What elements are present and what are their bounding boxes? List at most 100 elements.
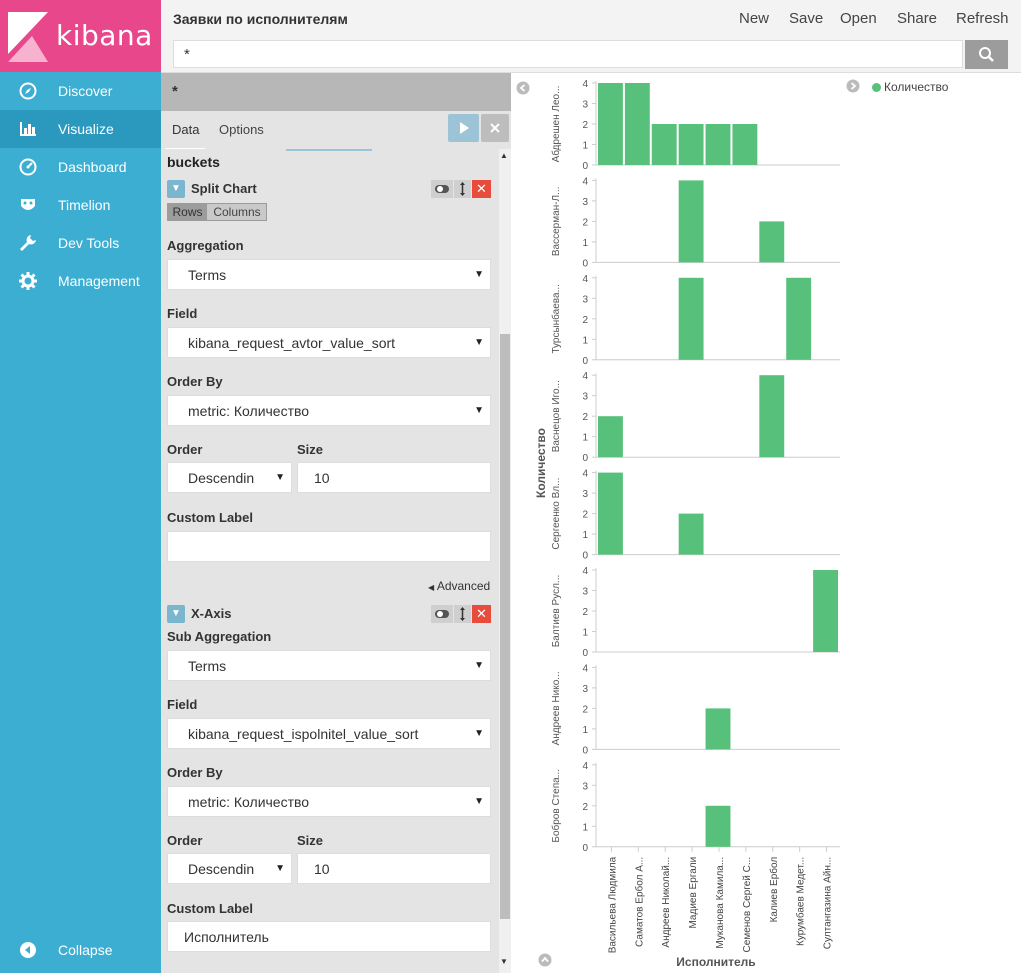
bar[interactable] bbox=[678, 277, 704, 360]
y-tick-label: 3 bbox=[582, 684, 588, 695]
bar[interactable] bbox=[624, 83, 650, 165]
toggle-switch-icon[interactable] bbox=[431, 605, 453, 623]
collapse-toggle-button[interactable]: ▼ bbox=[167, 605, 185, 623]
order-select[interactable]: Descendin ▼ bbox=[167, 462, 292, 493]
refresh-button[interactable]: Refresh bbox=[956, 10, 1009, 27]
apply-changes-button[interactable] bbox=[448, 114, 479, 142]
scrollbar-thumb[interactable] bbox=[500, 334, 510, 919]
sidebar-item-management[interactable]: Management bbox=[0, 262, 161, 300]
bar[interactable] bbox=[598, 83, 623, 165]
sidebar-item-visualize[interactable]: Visualize bbox=[0, 110, 161, 148]
size-label: Size bbox=[297, 833, 324, 848]
logo-text: kibana bbox=[56, 19, 153, 52]
select-value: metric: Количество bbox=[188, 403, 310, 419]
new-button[interactable]: New bbox=[739, 10, 770, 27]
sidebar-item-timelion[interactable]: Timelion bbox=[0, 186, 161, 224]
size-label: Size bbox=[297, 442, 324, 457]
y-tick-label: 2 bbox=[582, 607, 588, 618]
bar[interactable] bbox=[651, 124, 677, 165]
panel-label: Абдрешен Лео... bbox=[550, 86, 562, 163]
sidebar-item-label: Visualize bbox=[58, 121, 114, 137]
field-select[interactable]: kibana_request_ispolnitel_value_sort ▼ bbox=[167, 718, 491, 749]
bar[interactable] bbox=[705, 124, 731, 165]
bar[interactable] bbox=[598, 472, 623, 555]
dropdown-caret-icon: ▼ bbox=[272, 472, 285, 483]
y-tick-label: 1 bbox=[582, 335, 588, 346]
legend-item-label[interactable]: Количество bbox=[884, 80, 949, 94]
remove-agg-button[interactable]: ✕ bbox=[472, 605, 491, 623]
bar[interactable] bbox=[705, 708, 731, 750]
panel-prev-icon[interactable] bbox=[516, 81, 530, 95]
size-input[interactable]: 10 bbox=[297, 853, 491, 884]
legend-toggle-icon[interactable] bbox=[846, 79, 860, 93]
kibana-logo[interactable]: kibana bbox=[0, 0, 161, 72]
bar[interactable] bbox=[759, 375, 785, 458]
rows-button[interactable]: Rows bbox=[168, 204, 207, 220]
sidebar-item-discover[interactable]: Discover bbox=[0, 72, 161, 110]
scroll-down-arrow-icon[interactable]: ▼ bbox=[500, 957, 508, 966]
section-title: buckets bbox=[167, 154, 220, 170]
select-value: metric: Количество bbox=[188, 794, 310, 810]
remove-agg-button[interactable]: ✕ bbox=[472, 180, 491, 198]
custom-label-input[interactable] bbox=[167, 531, 491, 562]
y-tick-label: 0 bbox=[582, 551, 588, 562]
reorder-handle-icon[interactable] bbox=[454, 605, 471, 623]
search-input[interactable] bbox=[173, 40, 963, 68]
save-button[interactable]: Save bbox=[789, 10, 824, 27]
discard-changes-button[interactable] bbox=[481, 114, 509, 142]
search-button[interactable] bbox=[965, 40, 1008, 69]
scroll-top-icon[interactable] bbox=[538, 953, 552, 967]
dropdown-caret-icon: ▼ bbox=[474, 337, 484, 348]
dropdown-caret-icon: ▼ bbox=[474, 796, 484, 807]
share-button[interactable]: Share bbox=[897, 10, 938, 27]
custom-label-input[interactable]: Исполнитель bbox=[167, 921, 491, 952]
bar[interactable] bbox=[678, 124, 704, 165]
order-by-select[interactable]: metric: Количество ▼ bbox=[167, 395, 491, 426]
scroll-up-arrow-icon[interactable]: ▲ bbox=[500, 151, 508, 160]
sidebar-item-label: Dev Tools bbox=[58, 235, 120, 251]
y-tick-label: 2 bbox=[582, 315, 588, 326]
field-label: Field bbox=[167, 697, 198, 712]
panel-label: Вассерман-Л... bbox=[551, 187, 562, 257]
x-tick-label: Васильева Людмила bbox=[607, 856, 618, 953]
panel-label: Бобров Степа... bbox=[550, 769, 562, 843]
advanced-toggle[interactable]: ◀ Advanced bbox=[428, 579, 490, 593]
y-tick-label: 3 bbox=[582, 587, 588, 598]
tab-data[interactable]: Data bbox=[172, 122, 200, 137]
panel-label: Балтиев Русл... bbox=[551, 575, 562, 648]
tab-options[interactable]: Options bbox=[219, 122, 264, 137]
bar[interactable] bbox=[732, 124, 758, 165]
bar[interactable] bbox=[678, 180, 704, 263]
sidebar-item-dashboard[interactable]: Dashboard bbox=[0, 148, 161, 186]
editor-scrollbar[interactable]: ▲ ▼ bbox=[499, 149, 511, 973]
field-select[interactable]: kibana_request_avtor_value_sort ▼ bbox=[167, 327, 491, 358]
bar[interactable] bbox=[813, 570, 838, 652]
y-tick-label: 3 bbox=[582, 781, 588, 792]
bar[interactable] bbox=[598, 416, 623, 458]
bar-chart-icon bbox=[20, 122, 36, 136]
columns-button[interactable]: Columns bbox=[213, 205, 261, 219]
y-tick-label: 3 bbox=[582, 100, 588, 111]
sidebar-item-dev-tools[interactable]: Dev Tools bbox=[0, 224, 161, 262]
size-input[interactable]: 10 bbox=[297, 462, 491, 493]
collapse-toggle-button[interactable]: ▼ bbox=[167, 180, 185, 198]
toggle-switch-icon[interactable] bbox=[431, 180, 453, 198]
sub-aggregation-select[interactable]: Terms ▼ bbox=[167, 650, 491, 681]
aggregation-select[interactable]: Terms ▼ bbox=[167, 259, 491, 290]
y-tick-label: 3 bbox=[582, 197, 588, 208]
agg-title: X-Axis bbox=[191, 606, 232, 621]
open-button[interactable]: Open bbox=[840, 10, 877, 27]
order-by-select[interactable]: metric: Количество ▼ bbox=[167, 786, 491, 817]
bar[interactable] bbox=[786, 277, 812, 360]
reorder-handle-icon[interactable] bbox=[454, 180, 471, 198]
y-tick-label: 2 bbox=[582, 510, 588, 521]
bar[interactable] bbox=[705, 805, 731, 847]
dropdown-caret-icon: ▼ bbox=[474, 405, 484, 416]
order-select[interactable]: Descendin ▼ bbox=[167, 853, 292, 884]
y-tick-label: 1 bbox=[582, 530, 588, 541]
y-tick-label: 0 bbox=[582, 648, 588, 659]
collapse-button[interactable]: Collapse bbox=[0, 931, 161, 969]
close-icon bbox=[490, 123, 500, 133]
bar[interactable] bbox=[759, 221, 785, 263]
bar[interactable] bbox=[678, 513, 704, 555]
